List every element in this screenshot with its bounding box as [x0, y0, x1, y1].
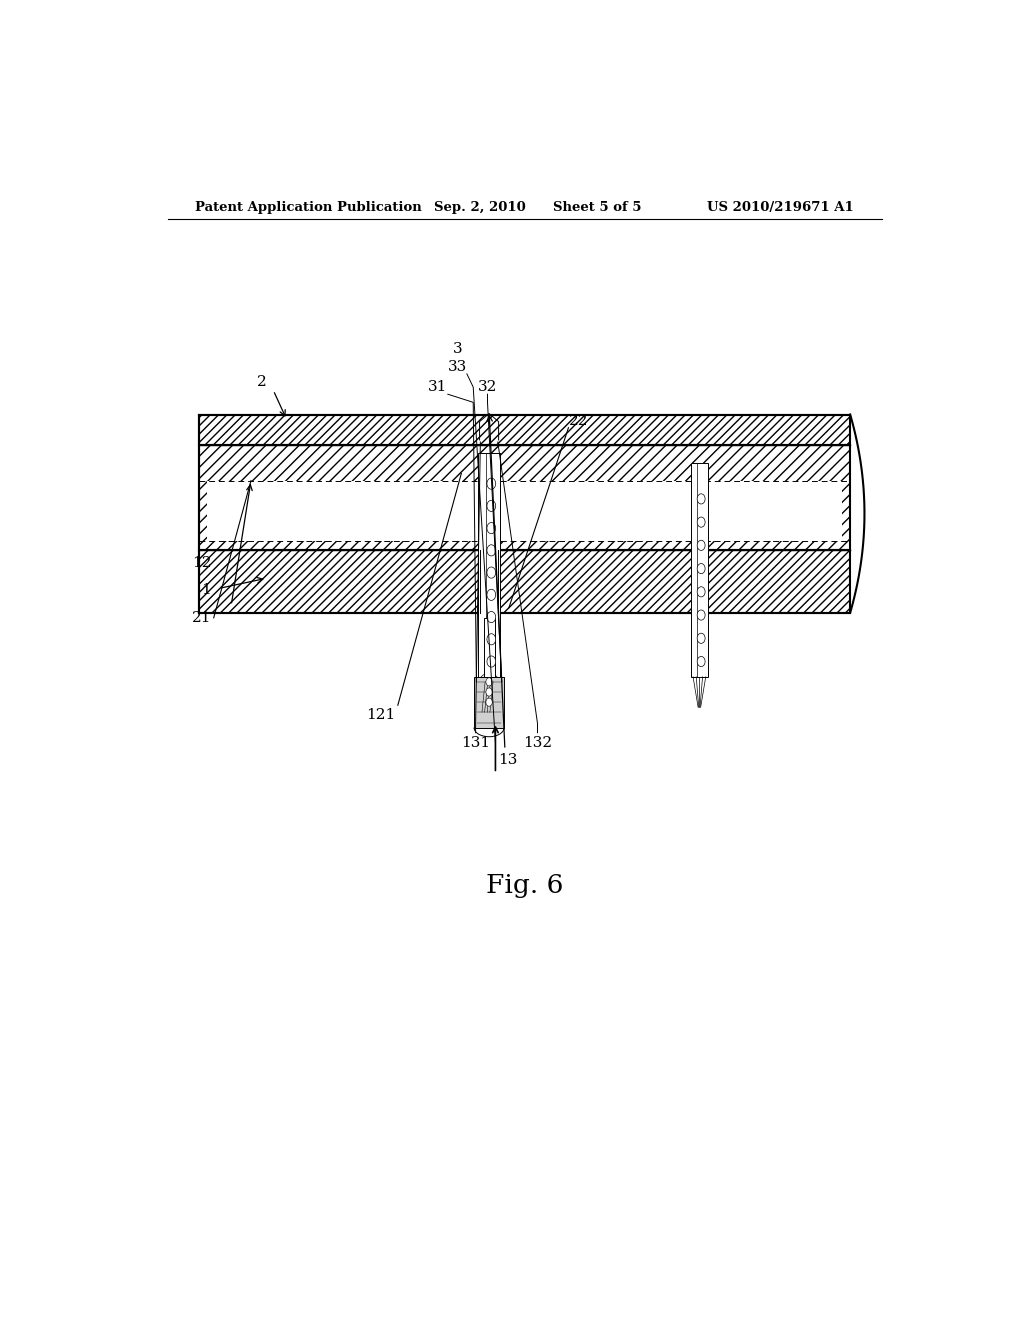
Text: 2: 2: [256, 375, 266, 389]
Bar: [690, 463, 709, 677]
Bar: [474, 677, 504, 727]
Text: Sep. 2, 2010: Sep. 2, 2010: [433, 201, 525, 214]
Bar: [690, 463, 709, 677]
Circle shape: [697, 610, 706, 620]
Circle shape: [697, 564, 706, 574]
Circle shape: [487, 634, 496, 645]
Text: 13: 13: [498, 754, 517, 767]
Circle shape: [487, 478, 496, 490]
Bar: [207, 480, 843, 541]
Circle shape: [487, 545, 496, 556]
Bar: [483, 667, 495, 727]
Text: 32: 32: [478, 380, 498, 395]
Bar: [200, 414, 850, 445]
Text: Patent Application Publication: Patent Application Publication: [196, 201, 422, 214]
Text: 12: 12: [191, 556, 211, 570]
Bar: [483, 618, 495, 677]
Text: Sheet 5 of 5: Sheet 5 of 5: [553, 201, 641, 214]
Bar: [478, 453, 500, 677]
Text: US 2010/219671 A1: US 2010/219671 A1: [708, 201, 854, 214]
Bar: [478, 453, 500, 677]
Text: 22: 22: [569, 413, 589, 428]
Text: 3: 3: [453, 342, 462, 356]
Circle shape: [697, 494, 706, 504]
Circle shape: [697, 587, 706, 597]
Text: 21: 21: [191, 611, 211, 624]
Circle shape: [487, 500, 496, 511]
Circle shape: [697, 656, 706, 667]
Bar: [200, 541, 850, 549]
Circle shape: [486, 688, 493, 696]
Bar: [200, 445, 850, 480]
Text: 121: 121: [366, 709, 395, 722]
Text: Fig. 6: Fig. 6: [486, 873, 563, 898]
Circle shape: [697, 540, 706, 550]
Text: 33: 33: [447, 360, 467, 374]
Circle shape: [697, 517, 706, 527]
Circle shape: [487, 589, 496, 601]
Circle shape: [487, 568, 496, 578]
Circle shape: [486, 677, 493, 686]
Bar: [480, 549, 498, 612]
Circle shape: [486, 698, 493, 706]
Circle shape: [487, 611, 496, 623]
Text: 132: 132: [523, 735, 552, 750]
Circle shape: [697, 634, 706, 643]
Circle shape: [487, 656, 496, 667]
Text: 1: 1: [202, 583, 211, 598]
Bar: [200, 445, 850, 549]
Circle shape: [487, 523, 496, 533]
Text: 131: 131: [461, 735, 490, 750]
Bar: [200, 549, 850, 612]
Text: 31: 31: [428, 380, 447, 395]
